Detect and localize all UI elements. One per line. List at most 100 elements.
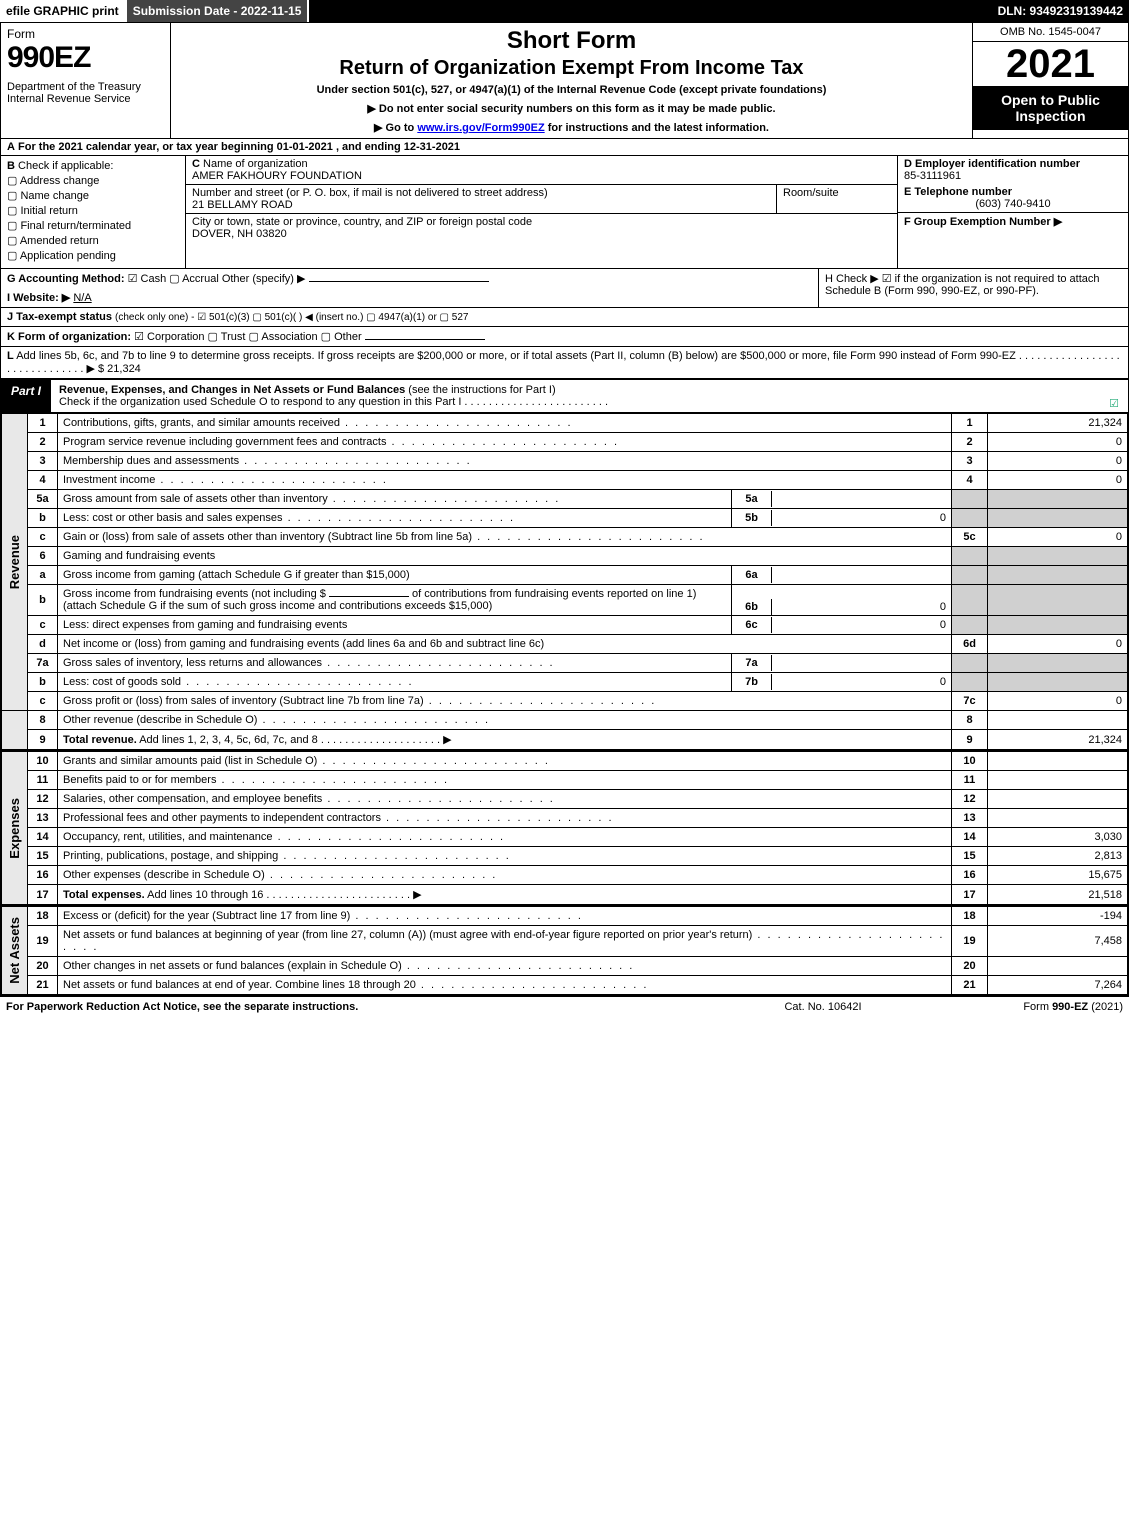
l16-desc: Other expenses (describe in Schedule O) xyxy=(63,869,497,881)
l6a-greyval xyxy=(988,566,1128,585)
group-exemption-label: F Group Exemption Number ▶ xyxy=(904,216,1062,228)
l10-rnum: 10 xyxy=(952,751,988,771)
l14-val: 3,030 xyxy=(988,828,1128,847)
street-row: Number and street (or P. O. box, if mail… xyxy=(186,185,897,214)
l-value: 21,324 xyxy=(107,363,141,375)
part1-checkbox[interactable] xyxy=(1100,380,1128,412)
street-label: Number and street (or P. O. box, if mail… xyxy=(192,187,548,199)
l6-greyval xyxy=(988,547,1128,566)
irs-link[interactable]: www.irs.gov/Form990EZ xyxy=(417,122,544,134)
l6d-val: 0 xyxy=(988,635,1128,654)
footer-right-pre: Form xyxy=(1023,1001,1052,1013)
l6b-grey xyxy=(952,585,988,616)
l5c-val: 0 xyxy=(988,528,1128,547)
l14-rnum: 14 xyxy=(952,828,988,847)
l12-num: 12 xyxy=(28,790,58,809)
row-a: A For the 2021 calendar year, or tax yea… xyxy=(1,139,1128,156)
room-label: Room/suite xyxy=(777,185,897,213)
chk-final-return[interactable]: Final return/terminated xyxy=(7,219,179,232)
submission-date-label: Submission Date - 2022-11-15 xyxy=(127,0,310,22)
l7c-num: c xyxy=(28,692,58,711)
part1-title: Revenue, Expenses, and Changes in Net As… xyxy=(59,384,405,396)
l7a-desc: Gross sales of inventory, less returns a… xyxy=(63,657,555,669)
column-b: B Check if applicable: Address change Na… xyxy=(1,156,186,268)
part1-suffix: (see the instructions for Part I) xyxy=(405,384,555,396)
l14-desc: Occupancy, rent, utilities, and maintena… xyxy=(63,831,505,843)
l6b-ilab: 6b xyxy=(732,599,772,615)
l9-rnum: 9 xyxy=(952,730,988,750)
label-c: C xyxy=(192,158,200,170)
city-label: City or town, state or province, country… xyxy=(192,216,532,228)
l5a-greyval xyxy=(988,490,1128,509)
chk-name-change[interactable]: Name change xyxy=(7,189,179,202)
chk-application-pending[interactable]: Application pending xyxy=(7,249,179,262)
l6b-ival: 0 xyxy=(772,599,951,615)
l20-rnum: 20 xyxy=(952,957,988,976)
group-exemption-block: F Group Exemption Number ▶ xyxy=(898,212,1128,230)
l8-val xyxy=(988,711,1128,730)
chk-amended-return[interactable]: Amended return xyxy=(7,234,179,247)
l9-num: 9 xyxy=(28,730,58,750)
l16-rnum: 16 xyxy=(952,866,988,885)
l6a-grey xyxy=(952,566,988,585)
website-value: N/A xyxy=(73,292,91,304)
label-a: A xyxy=(7,141,15,153)
g-options: ☑ Cash ▢ Accrual Other (specify) ▶ xyxy=(128,273,306,285)
netassets-table: Net Assets 18 Excess or (deficit) for th… xyxy=(1,905,1128,995)
ein-value: 85-3111961 xyxy=(904,170,961,182)
l11-num: 11 xyxy=(28,771,58,790)
l3-desc: Membership dues and assessments xyxy=(63,455,472,467)
l7c-rnum: 7c xyxy=(952,692,988,711)
l7b-desc: Less: cost of goods sold xyxy=(63,676,414,688)
phone-label: E Telephone number xyxy=(904,186,1012,198)
l5a-grey xyxy=(952,490,988,509)
l5b-ival: 0 xyxy=(772,510,951,526)
form-word: Form xyxy=(7,27,164,41)
l13-num: 13 xyxy=(28,809,58,828)
l7a-ilab: 7a xyxy=(732,655,772,671)
l1-val: 21,324 xyxy=(988,414,1128,433)
l6c-ilab: 6c xyxy=(732,617,772,633)
l1-rnum: 1 xyxy=(952,414,988,433)
tax-year: 2021 xyxy=(973,42,1128,86)
l6d-rnum: 6d xyxy=(952,635,988,654)
j-text: (check only one) - ☑ 501(c)(3) ▢ 501(c)(… xyxy=(115,312,468,323)
header-center: Short Form Return of Organization Exempt… xyxy=(171,23,973,138)
part1-title-block: Revenue, Expenses, and Changes in Net As… xyxy=(51,380,1100,412)
label-i: I Website: ▶ xyxy=(7,292,70,304)
l15-val: 2,813 xyxy=(988,847,1128,866)
street-block: Number and street (or P. O. box, if mail… xyxy=(186,185,777,213)
netassets-vlabel: Net Assets xyxy=(2,906,28,995)
l20-desc: Other changes in net assets or fund bala… xyxy=(63,960,634,972)
l15-rnum: 15 xyxy=(952,847,988,866)
l6c-num: c xyxy=(28,616,58,635)
warning-ssn: ▶ Do not enter social security numbers o… xyxy=(177,102,966,115)
website-row: I Website: ▶ N/A xyxy=(7,291,812,304)
goto-line: ▶ Go to www.irs.gov/Form990EZ for instru… xyxy=(177,121,966,134)
revenue-vlabel: Revenue xyxy=(2,414,28,711)
l7a-grey xyxy=(952,654,988,673)
org-name-value: AMER FAKHOURY FOUNDATION xyxy=(192,170,362,182)
l6b-cell: Gross income from fundraising events (no… xyxy=(58,585,732,616)
efile-print-label[interactable]: efile GRAPHIC print xyxy=(0,0,127,22)
l11-rnum: 11 xyxy=(952,771,988,790)
k-text: ☑ Corporation ▢ Trust ▢ Association ▢ Ot… xyxy=(134,331,362,343)
header-right: OMB No. 1545-0047 2021 Open to Public In… xyxy=(973,23,1128,138)
l8-desc: Other revenue (describe in Schedule O) xyxy=(63,714,490,726)
l12-desc: Salaries, other compensation, and employ… xyxy=(63,793,555,805)
l7b-grey xyxy=(952,673,988,692)
l6b-num: b xyxy=(28,585,58,616)
l17-desc: Total expenses. xyxy=(63,889,145,901)
footer-right-post: (2021) xyxy=(1088,1001,1123,1013)
irs-label: Internal Revenue Service xyxy=(7,93,164,105)
l12-rnum: 12 xyxy=(952,790,988,809)
l18-desc: Excess or (deficit) for the year (Subtra… xyxy=(63,910,583,922)
l3-num: 3 xyxy=(28,452,58,471)
l10-num: 10 xyxy=(28,751,58,771)
dept-treasury: Department of the Treasury xyxy=(7,81,164,93)
chk-address-change[interactable]: Address change xyxy=(7,174,179,187)
name-label: Name of organization xyxy=(203,158,308,170)
row-gh: G Accounting Method: ☑ Cash ▢ Accrual Ot… xyxy=(1,269,1128,308)
l-text: Add lines 5b, 6c, and 7b to line 9 to de… xyxy=(7,350,1120,375)
chk-initial-return[interactable]: Initial return xyxy=(7,204,179,217)
